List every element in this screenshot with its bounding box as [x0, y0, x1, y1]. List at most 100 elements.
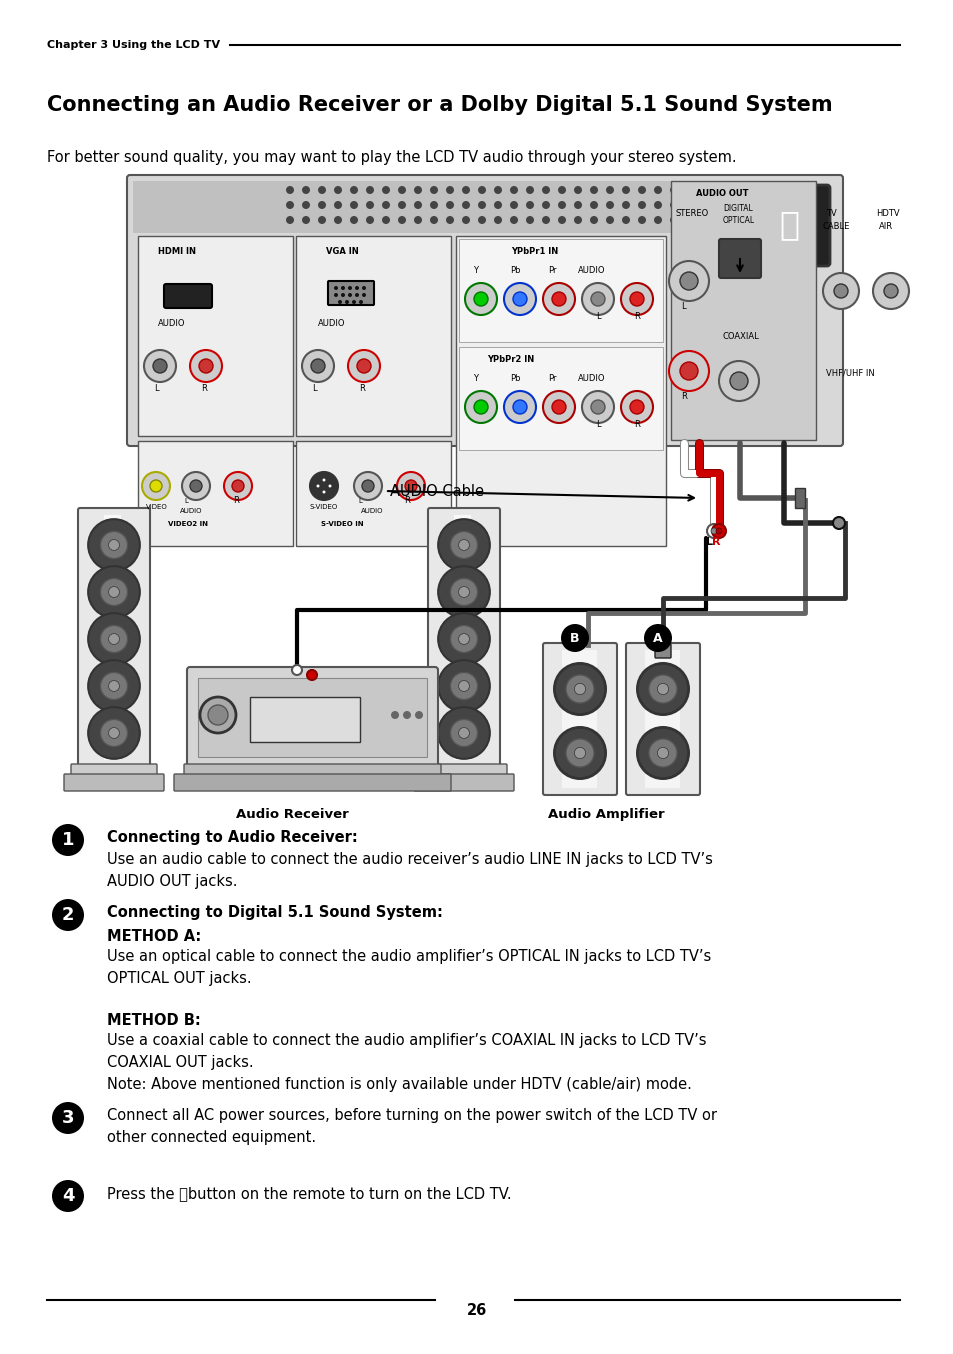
Circle shape [669, 185, 678, 194]
Circle shape [629, 292, 643, 306]
Circle shape [292, 665, 302, 676]
Circle shape [510, 217, 517, 223]
Circle shape [719, 362, 759, 401]
Circle shape [100, 673, 128, 700]
Circle shape [458, 539, 469, 551]
Text: Y: Y [473, 374, 477, 383]
Circle shape [361, 286, 366, 290]
Circle shape [872, 274, 908, 309]
Circle shape [718, 217, 725, 223]
Circle shape [232, 481, 244, 492]
Circle shape [450, 578, 477, 605]
Text: CABLE: CABLE [822, 222, 849, 232]
Circle shape [685, 200, 693, 209]
Circle shape [541, 200, 550, 209]
Circle shape [643, 624, 671, 653]
Text: 3: 3 [62, 1109, 74, 1127]
Circle shape [334, 217, 341, 223]
Circle shape [334, 292, 337, 297]
Circle shape [52, 899, 84, 932]
Text: R: R [711, 538, 720, 547]
Text: L: L [184, 498, 188, 504]
Circle shape [477, 200, 485, 209]
Circle shape [361, 292, 366, 297]
Circle shape [340, 286, 345, 290]
Circle shape [450, 673, 477, 700]
FancyBboxPatch shape [184, 764, 440, 779]
Text: L: L [596, 420, 600, 429]
FancyBboxPatch shape [187, 668, 437, 768]
Circle shape [729, 372, 747, 390]
Text: Audio Amplifier: Audio Amplifier [547, 808, 663, 821]
Circle shape [605, 217, 614, 223]
Circle shape [361, 481, 374, 492]
Text: A: A [653, 631, 662, 645]
Circle shape [648, 739, 677, 768]
Circle shape [381, 185, 390, 194]
Circle shape [437, 661, 489, 712]
Circle shape [144, 349, 175, 382]
Circle shape [366, 200, 374, 209]
Circle shape [581, 283, 614, 315]
Circle shape [638, 200, 645, 209]
Text: Audio Receiver: Audio Receiver [235, 808, 348, 821]
Bar [458, 347, 662, 450]
FancyBboxPatch shape [719, 240, 760, 278]
Bar [250, 697, 359, 742]
Circle shape [605, 200, 614, 209]
Circle shape [590, 399, 604, 414]
Text: For better sound quality, you may want to play the LCD TV audio through your ste: For better sound quality, you may want t… [47, 150, 736, 165]
Text: Press the ⏻button on the remote to turn on the LCD TV.: Press the ⏻button on the remote to turn … [107, 1186, 511, 1201]
Circle shape [152, 359, 167, 372]
Circle shape [350, 217, 357, 223]
Bar [138, 236, 293, 436]
Circle shape [355, 286, 358, 290]
Circle shape [637, 663, 688, 715]
Circle shape [381, 217, 390, 223]
FancyBboxPatch shape [127, 175, 842, 445]
FancyBboxPatch shape [428, 508, 499, 766]
Text: 26: 26 [466, 1303, 487, 1317]
Circle shape [477, 185, 485, 194]
Text: HDTV: HDTV [875, 209, 899, 218]
Circle shape [833, 284, 847, 298]
Circle shape [109, 681, 119, 692]
Text: R: R [634, 311, 639, 321]
Circle shape [366, 185, 374, 194]
Bar [138, 441, 293, 546]
Text: L: L [312, 385, 316, 393]
Circle shape [458, 586, 469, 597]
Circle shape [52, 825, 84, 856]
Circle shape [668, 351, 708, 391]
Text: Y: Y [473, 265, 477, 275]
Circle shape [464, 391, 497, 422]
Circle shape [446, 217, 454, 223]
Text: HDMI IN: HDMI IN [158, 246, 195, 256]
Circle shape [474, 292, 488, 306]
Circle shape [605, 185, 614, 194]
Text: AUDIO: AUDIO [180, 508, 202, 515]
Text: STEREO: STEREO [676, 209, 708, 218]
Bar [794, 487, 804, 508]
Circle shape [883, 284, 897, 298]
FancyBboxPatch shape [625, 643, 700, 795]
Circle shape [638, 185, 645, 194]
Circle shape [286, 200, 294, 209]
Circle shape [355, 292, 358, 297]
Text: Pb: Pb [510, 265, 520, 275]
Text: Pr: Pr [547, 265, 556, 275]
Circle shape [525, 185, 534, 194]
Text: R: R [680, 393, 686, 401]
Text: S-VIDEO IN: S-VIDEO IN [320, 521, 363, 527]
Circle shape [654, 185, 661, 194]
Circle shape [458, 727, 469, 738]
Circle shape [541, 185, 550, 194]
Text: VHF/UHF IN: VHF/UHF IN [825, 370, 874, 378]
Circle shape [711, 524, 725, 538]
Circle shape [182, 473, 210, 500]
Circle shape [302, 185, 310, 194]
Circle shape [552, 292, 565, 306]
Circle shape [310, 473, 337, 500]
Circle shape [430, 200, 437, 209]
Text: Connecting an Audio Receiver or a Dolby Digital 5.1 Sound System: Connecting an Audio Receiver or a Dolby … [47, 95, 832, 115]
